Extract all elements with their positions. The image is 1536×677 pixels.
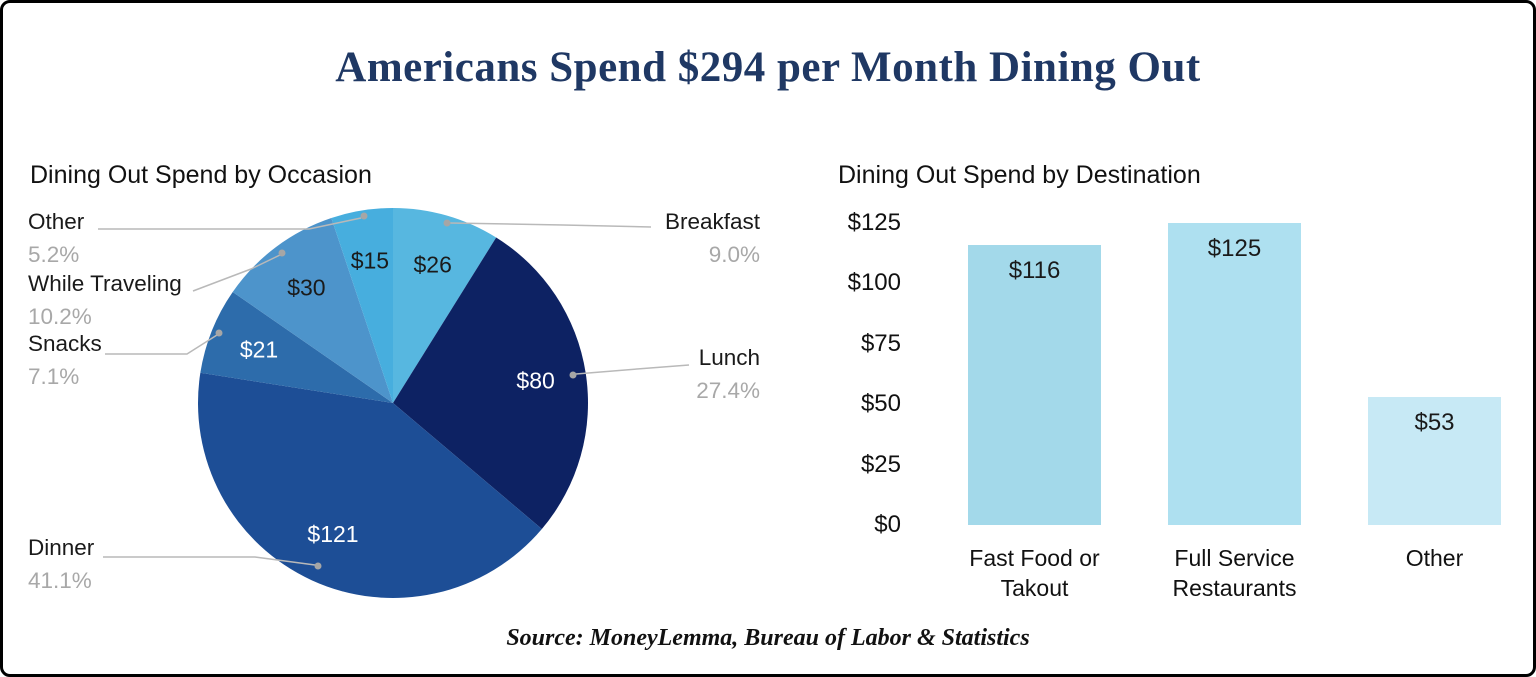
y-tick-75: $75 [860,329,901,357]
pie-callout-while-traveling-pct: 10.2% [28,304,92,329]
pie-slice-snacks [200,291,393,403]
pie-callout-while-traveling: While Traveling 10.2% [28,267,182,333]
pie-callout-snacks-pct: 7.1% [28,364,80,389]
bar-value-full-service-restaurants: $125 [1207,235,1262,262]
y-tick-125: $125 [847,209,901,236]
pie-slice-lunch [393,237,589,529]
pie-callout-snacks-label: Snacks [28,331,102,356]
pie-callout-lunch-pct: 27.4% [696,378,760,403]
pie-amount-lunch: $80 [516,368,554,394]
bar-y-axis: $125 $100 $75 $50 $25 $0 [821,209,901,538]
pie-callout-dinner: Dinner 41.1% [28,531,94,597]
pie-callout-lunch: Lunch 27.4% [530,341,760,407]
pie-slice-breakfast [393,208,497,403]
pie-amount-other: $15 [351,248,389,274]
pie-amount-dinner: $121 [307,521,358,547]
bar-category-full-service-restaurants: Full Service Restaurants [1172,545,1297,601]
pie-amount-snacks: $21 [240,336,278,362]
y-tick-25: $25 [860,450,901,478]
pie-callout-dinner-label: Dinner [28,535,95,560]
pie-callout-lunch-label: Lunch [698,345,760,370]
bar-chart-title: Dining Out Spend by Destination [838,161,1201,189]
page-title: Americans Spend $294 per Month Dining Ou… [335,44,1201,91]
pie-callout-other-label: Other [28,209,85,234]
pie-amount-while-traveling: $30 [287,275,325,301]
y-tick-50: $50 [860,390,901,418]
pie-callout-breakfast-label: Breakfast [664,209,760,234]
pie-chart-title: Dining Out Spend by Occasion [30,161,372,189]
y-tick-0: $0 [874,511,901,538]
bar-chart: $116 Fast Food or Takout $125 Full Service Re… [938,223,1513,601]
pie-callout-dinner-pct: 41.1% [28,568,92,593]
pie-callout-snacks: Snacks 7.1% [28,327,102,393]
pie-slice-dinner [197,372,542,599]
pie-callout-other: Other 5.2% [28,205,84,271]
bar-category-other: Other [1405,545,1464,571]
bar-value-other: $53 [1414,409,1455,436]
bar-fast-food-or-takout: $116 [968,244,1101,525]
bar-value-fast-food-or-takout: $116 [1008,256,1061,284]
pie-callout-breakfast: Breakfast 9.0% [530,205,760,271]
pie-callout-other-pct: 5.2% [28,242,80,267]
bar-other: $53 [1368,397,1501,525]
y-tick-100: $100 [847,269,901,297]
pie-slice-other [331,208,393,403]
pie-amount-breakfast: $26 [414,251,452,277]
source-attribution: Source: MoneyLemma, Bureau of Labor & St… [506,625,1030,651]
pie-callout-breakfast-pct: 9.0% [708,242,760,267]
bar-full-service-restaurants: $125 [1168,223,1301,525]
pie-callout-while-traveling-label: While Traveling [28,271,182,296]
bar-category-fast-food-or-takout: Fast Food or Takout [969,545,1100,601]
